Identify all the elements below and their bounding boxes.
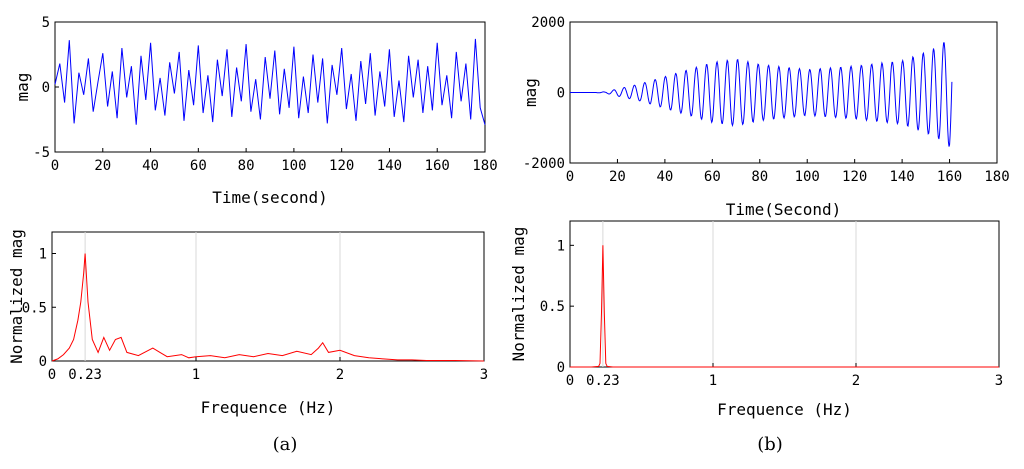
- a-top-xtick-label: 60: [190, 158, 207, 174]
- a-top-xtick-label: 0: [51, 158, 59, 174]
- a-top-x-axis-label: Time(second): [212, 188, 328, 207]
- a-top-series-line: [54, 38, 486, 125]
- a-bottom-xtick-label: 3: [480, 367, 488, 383]
- b-top-plot-frame: [569, 21, 998, 164]
- panel-b-top-chart: 0 20 40 60 80 100 120 140 160 180-200002000Time(S…: [521, 15, 1010, 219]
- a-bottom-xtick-label: 1: [192, 367, 200, 383]
- a-top-xtick-label: 180: [472, 158, 497, 174]
- a-bottom-ytick-label: 1: [39, 247, 47, 263]
- a-top-xtick-label: 120: [329, 158, 354, 174]
- b-bottom-xtick-label: 3: [995, 373, 1003, 389]
- a-top-xtick-label: 140: [377, 158, 402, 174]
- a-top-xtick-label: 80: [238, 158, 255, 174]
- b-top-series-line: [570, 42, 953, 147]
- b-bottom-series-line: [570, 245, 999, 368]
- b-top-xtick-label: 60: [704, 169, 721, 185]
- b-bottom-xtick-label: 0: [566, 373, 574, 389]
- a-bottom-xtick-label: 0.23: [68, 367, 102, 383]
- panel-a-top-chart: 0 20 40 60 80 100 120 140 160 180-505Time(second)…: [13, 15, 498, 207]
- a-bottom-series-line: [51, 253, 485, 362]
- b-top-xtick-label: 160: [937, 169, 962, 185]
- a-top-ytick-label: -5: [33, 145, 50, 161]
- a-top-y-axis-label: mag: [13, 73, 32, 102]
- b-top-xtick-label: 140: [889, 169, 914, 185]
- caption-a: (a): [273, 434, 298, 455]
- a-bottom-xtick-label: 0: [48, 367, 56, 383]
- a-top-ytick-label: 5: [42, 15, 50, 31]
- b-top-xtick-label: 100: [795, 169, 820, 185]
- b-top-y-axis-label: mag: [521, 78, 540, 107]
- a-top-xtick-label: 20: [94, 158, 111, 174]
- a-top-xtick-label: 40: [142, 158, 159, 174]
- b-top-xtick-label: 40: [656, 169, 673, 185]
- a-bottom-y-axis-label: Normalized mag: [7, 229, 26, 364]
- b-top-ytick-label: 2000: [531, 15, 565, 31]
- a-bottom-xtick-label: 2: [336, 367, 344, 383]
- b-top-ytick-label: 0: [557, 86, 565, 102]
- b-top-xtick-label: 120: [842, 169, 867, 185]
- b-bottom-plot-frame: [569, 220, 1000, 368]
- b-bottom-ytick-label: 0.5: [540, 299, 565, 315]
- b-top-ytick-label: -2000: [523, 156, 565, 172]
- b-bottom-y-axis-label: Normalized mag: [509, 227, 528, 362]
- b-top-x-axis-label: Time(Second): [726, 200, 842, 219]
- a-bottom-plot-frame: [51, 231, 485, 362]
- b-bottom-xtick-label: 0.23: [586, 373, 620, 389]
- a-top-plot-frame: [54, 21, 486, 153]
- a-bottom-x-axis-label: Frequence (Hz): [201, 398, 336, 417]
- b-top-xtick-label: 180: [984, 169, 1009, 185]
- a-bottom-ytick-label: 0: [39, 354, 47, 370]
- b-top-xtick-label: 0: [566, 169, 574, 185]
- b-bottom-x-axis-label: Frequence (Hz): [717, 400, 852, 419]
- a-top-ytick-label: 0: [42, 80, 50, 96]
- a-bottom-ytick-label: 0.5: [22, 300, 47, 316]
- b-bottom-xtick-label: 1: [709, 373, 717, 389]
- b-bottom-xtick-label: 2: [852, 373, 860, 389]
- caption-b: (b): [757, 434, 783, 455]
- b-top-xtick-label: 20: [609, 169, 626, 185]
- a-top-xtick-label: 160: [425, 158, 450, 174]
- b-bottom-ytick-label: 0: [557, 360, 565, 376]
- b-top-xtick-label: 80: [751, 169, 768, 185]
- b-bottom-ytick-label: 1: [557, 238, 565, 254]
- a-top-xtick-label: 100: [281, 158, 306, 174]
